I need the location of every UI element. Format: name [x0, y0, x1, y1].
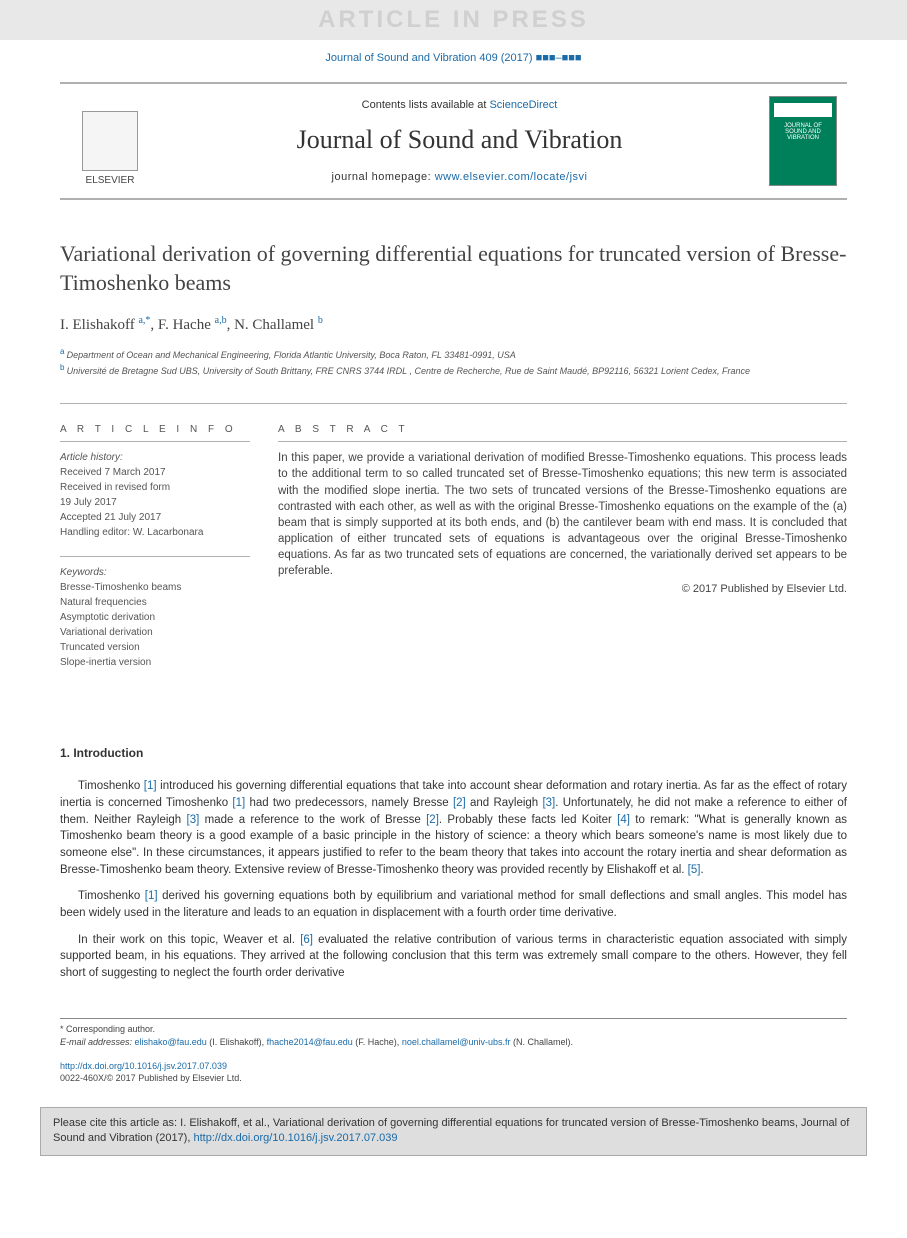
affiliation-label: b [60, 363, 67, 372]
homepage-prefix: journal homepage: [332, 171, 435, 183]
citation-ref[interactable]: [6] [300, 934, 313, 946]
citation-ref[interactable]: [3] [542, 797, 555, 809]
doi-link[interactable]: http://dx.doi.org/10.1016/j.jsv.2017.07.… [60, 1061, 227, 1071]
elsevier-tree-icon [82, 111, 138, 171]
sciencedirect-link[interactable]: ScienceDirect [489, 99, 557, 111]
keyword: Variational derivation [60, 625, 250, 640]
email-label: E-mail addresses: [60, 1037, 135, 1047]
affiliation: b Université de Bretagne Sud UBS, Univer… [60, 362, 847, 378]
email-link[interactable]: elishako@fau.edu [135, 1037, 207, 1047]
author: F. Hache a,b [158, 317, 227, 333]
abstract-text: In this paper, we provide a variational … [278, 441, 847, 579]
affiliation: a Department of Ocean and Mechanical Eng… [60, 346, 847, 362]
info-abstract-row: A R T I C L E I N F O Article history: R… [60, 403, 847, 686]
journal-cover-thumbnail: JOURNAL OF SOUND AND VIBRATION [769, 96, 837, 186]
keyword: Truncated version [60, 640, 250, 655]
keywords-lines: Bresse-Timoshenko beamsNatural frequenci… [60, 580, 250, 670]
elsevier-logo: ELSEVIER [70, 96, 150, 186]
affiliations: a Department of Ocean and Mechanical Eng… [60, 346, 847, 377]
history-line: Received in revised form [60, 480, 250, 495]
header-center: Contents lists available at ScienceDirec… [166, 99, 753, 183]
citation-ref[interactable]: [4] [617, 814, 630, 826]
citation-box: Please cite this article as: I. Elishako… [40, 1107, 867, 1156]
history-label: Article history: [60, 450, 250, 465]
keyword: Slope-inertia version [60, 655, 250, 670]
doi-block: http://dx.doi.org/10.1016/j.jsv.2017.07.… [60, 1060, 847, 1085]
citation-ref[interactable]: [2] [426, 814, 439, 826]
article-info-heading: A R T I C L E I N F O [60, 424, 250, 435]
article-info-column: A R T I C L E I N F O Article history: R… [60, 424, 250, 686]
article-content: Variational derivation of governing diff… [60, 240, 847, 982]
email-addresses-line: E-mail addresses: elishako@fau.edu (I. E… [60, 1036, 847, 1050]
keyword: Bresse-Timoshenko beams [60, 580, 250, 595]
email-link[interactable]: noel.challamel@univ-ubs.fr [402, 1037, 511, 1047]
watermark-banner: ARTICLE IN PRESS [0, 0, 907, 40]
emails: elishako@fau.edu (I. Elishakoff), fhache… [135, 1037, 573, 1047]
corresponding-star-icon: ,* [143, 315, 151, 326]
citation-ref[interactable]: [5] [688, 864, 701, 876]
abstract-column: A B S T R A C T In this paper, we provid… [278, 424, 847, 686]
corresponding-author-note: * Corresponding author. [60, 1023, 847, 1037]
history-line: 19 July 2017 [60, 495, 250, 510]
cover-top-band [774, 103, 832, 117]
article-title: Variational derivation of governing diff… [60, 240, 847, 297]
contents-prefix: Contents lists available at [362, 99, 490, 111]
author: I. Elishakoff a,* [60, 317, 150, 333]
history-line: Accepted 21 July 2017 [60, 510, 250, 525]
journal-reference: Journal of Sound and Vibration 409 (2017… [0, 40, 907, 82]
citation-ref[interactable]: [3] [187, 814, 200, 826]
cite-prefix: Please cite this article as: I. Elishako… [53, 1117, 849, 1144]
cite-doi-link[interactable]: http://dx.doi.org/10.1016/j.jsv.2017.07.… [193, 1132, 397, 1144]
keyword: Natural frequencies [60, 595, 250, 610]
author-affiliation-link[interactable]: b [318, 315, 323, 326]
email-link[interactable]: fhache2014@fau.edu [267, 1037, 353, 1047]
citation-ref[interactable]: [1] [144, 780, 157, 792]
intro-paragraph-1: Timoshenko [1] introduced his governing … [60, 778, 847, 878]
citation-ref[interactable]: [1] [145, 890, 158, 902]
authors-line: I. Elishakoff a,*, F. Hache a,b, N. Chal… [60, 315, 847, 334]
journal-header: ELSEVIER Contents lists available at Sci… [60, 82, 847, 200]
intro-paragraph-2: Timoshenko [1] derived his governing equ… [60, 888, 847, 921]
abstract-copyright: © 2017 Published by Elsevier Ltd. [278, 583, 847, 595]
keyword: Asymptotic derivation [60, 610, 250, 625]
intro-paragraph-3: In their work on this topic, Weaver et a… [60, 932, 847, 982]
issn-copyright: 0022-460X/© 2017 Published by Elsevier L… [60, 1073, 242, 1083]
homepage-link[interactable]: www.elsevier.com/locate/jsvi [435, 171, 588, 183]
cover-text: JOURNAL OF SOUND AND VIBRATION [774, 123, 832, 141]
keywords-label: Keywords: [60, 565, 250, 580]
footnotes: * Corresponding author. E-mail addresses… [60, 1018, 847, 1050]
article-history-block: Article history: Received 7 March 2017Re… [60, 441, 250, 540]
contents-line: Contents lists available at ScienceDirec… [166, 99, 753, 111]
history-lines: Received 7 March 2017Received in revised… [60, 465, 250, 540]
citation-ref[interactable]: [1] [232, 797, 245, 809]
elsevier-label: ELSEVIER [86, 175, 135, 186]
section-1-heading: 1. Introduction [60, 746, 847, 760]
history-line: Received 7 March 2017 [60, 465, 250, 480]
history-line: Handling editor: W. Lacarbonara [60, 525, 250, 540]
author: N. Challamel b [234, 317, 323, 333]
citation-ref[interactable]: [2] [453, 797, 466, 809]
author-affiliation-link[interactable]: a,b [215, 315, 227, 326]
journal-name: Journal of Sound and Vibration [166, 125, 753, 155]
affiliation-label: a [60, 347, 67, 356]
homepage-line: journal homepage: www.elsevier.com/locat… [166, 171, 753, 183]
keywords-block: Keywords: Bresse-Timoshenko beamsNatural… [60, 556, 250, 670]
abstract-heading: A B S T R A C T [278, 424, 847, 435]
